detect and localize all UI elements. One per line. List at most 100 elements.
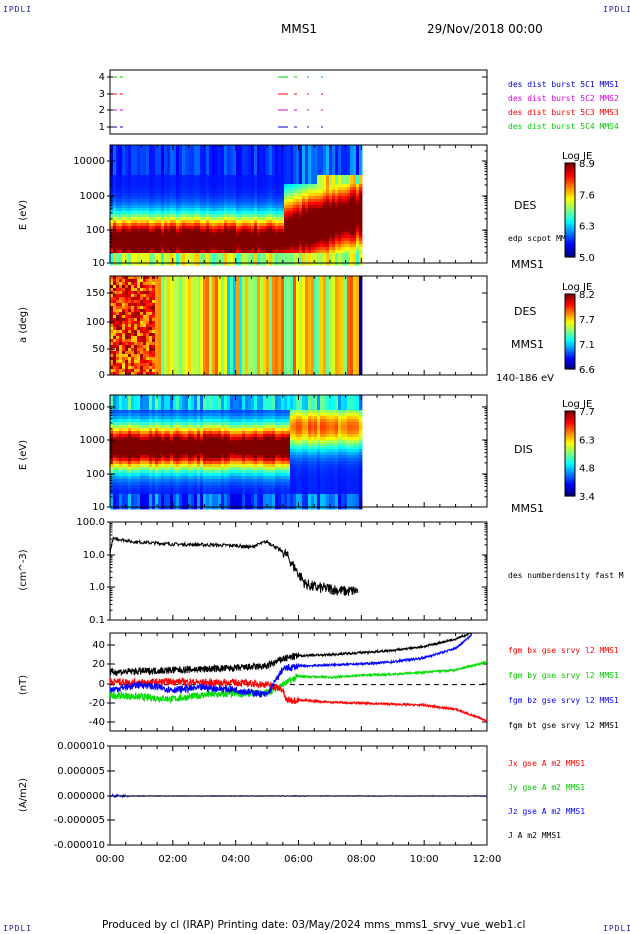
spectrogram-cell [233, 336, 237, 340]
spectrogram-cell [302, 160, 306, 164]
spectrogram-cell [290, 205, 294, 209]
spectrogram-cell [194, 336, 198, 340]
spectrogram-cell [344, 154, 348, 158]
spectrogram-cell [332, 262, 336, 266]
spectrogram-cell [191, 333, 195, 337]
spectrogram-cell [284, 226, 288, 230]
spectrogram-cell [299, 217, 303, 221]
spectrogram-cell [188, 223, 192, 227]
spectrogram-cell [197, 309, 201, 313]
spectrogram-cell [191, 181, 195, 185]
spectrogram-cell [284, 181, 288, 185]
spectrogram-cell [227, 148, 231, 152]
spectrogram-cell [218, 250, 222, 254]
spectrogram-cell [125, 318, 129, 322]
spectrogram-cell [188, 220, 192, 224]
spectrogram-cell [197, 363, 201, 367]
spectrogram-cell [260, 175, 264, 179]
spectrogram-cell [266, 229, 270, 233]
spectrogram-cell [269, 154, 273, 158]
spectrogram-cell [248, 193, 252, 197]
spectrogram-cell [359, 163, 363, 167]
spectrogram-cell [173, 318, 177, 322]
spectrogram-cell [284, 193, 288, 197]
spectrogram-cell [173, 190, 177, 194]
spectrogram-cell [353, 226, 357, 230]
spectrogram-cell [116, 187, 120, 191]
spectrogram-cell [299, 226, 303, 230]
spectrogram-cell [212, 244, 216, 248]
spectrogram-cell [260, 163, 264, 167]
spectrogram-cell [209, 354, 213, 358]
spectrogram-cell [113, 312, 117, 316]
spectrogram-cell [272, 253, 276, 257]
spectrogram-cell [188, 291, 192, 295]
spectrogram-cell [221, 202, 225, 206]
spectrogram-cell [230, 354, 234, 358]
spectrogram-cell [185, 205, 189, 209]
spectrogram-cell [257, 223, 261, 227]
spectrogram-cell [248, 208, 252, 212]
spectrogram-cell [320, 151, 324, 155]
spectrogram-cell [215, 157, 219, 161]
spectrogram-cell [233, 309, 237, 313]
spectrogram-cell [224, 205, 228, 209]
spectrogram-cell [224, 238, 228, 242]
spectrogram-cell [134, 262, 138, 266]
spectrogram-cell [269, 184, 273, 188]
spectrogram-cell [293, 229, 297, 233]
spectrogram-cell [332, 181, 336, 185]
spectrogram-cell [356, 151, 360, 155]
spectrogram-cell [182, 157, 186, 161]
spectrogram-cell [122, 327, 126, 331]
spectrogram-cell [122, 250, 126, 254]
spectrogram-cell [311, 226, 315, 230]
spectrogram-cell [215, 205, 219, 209]
spectrogram-cell [209, 145, 213, 149]
spectrogram-cell [137, 259, 141, 263]
spectrogram-cell [260, 148, 264, 152]
spectrogram-cell [287, 253, 291, 257]
spectrogram-cell [236, 342, 240, 346]
spectrogram-cell [236, 300, 240, 304]
spectrogram-cell [227, 276, 231, 280]
spectrogram-cell [296, 256, 300, 260]
spectrogram-cell [167, 208, 171, 212]
spectrogram-cell [176, 297, 180, 301]
spectrogram-cell [158, 336, 162, 340]
spectrogram-cell [290, 199, 294, 203]
spectrogram-cell [158, 315, 162, 319]
spectrogram-cell [161, 315, 165, 319]
spectrogram-cell [275, 199, 279, 203]
spectrogram-cell [215, 247, 219, 251]
spectrogram-cell [164, 342, 168, 346]
spectrogram-cell [299, 190, 303, 194]
spectrogram-cell [284, 211, 288, 215]
spectrogram-cell [236, 184, 240, 188]
spectrogram-cell [191, 360, 195, 364]
spectrogram-cell [131, 351, 135, 355]
spectrogram-cell [170, 208, 174, 212]
spectrogram-cell [194, 166, 198, 170]
spectrogram-cell [137, 235, 141, 239]
spectrogram-cell [251, 256, 255, 260]
spectrogram-cell [200, 178, 204, 182]
spectrogram-cell [125, 235, 129, 239]
spectrogram-cell [131, 154, 135, 158]
spectrogram-cell [158, 318, 162, 322]
spectrogram-cell [308, 184, 312, 188]
spectrogram-cell [353, 238, 357, 242]
spectrogram-cell [170, 184, 174, 188]
spectrogram-cell [206, 333, 210, 337]
spectrogram-cell [167, 172, 171, 176]
spectrogram-cell [227, 250, 231, 254]
spectrogram-cell [143, 157, 147, 161]
spectrogram-cell [299, 223, 303, 227]
spectrogram-cell [293, 214, 297, 218]
spectrogram-cell [170, 178, 174, 182]
spectrogram-cell [353, 166, 357, 170]
spectrogram-cell [173, 357, 177, 361]
spectrogram-cell [209, 330, 213, 334]
spectrogram-cell [233, 163, 237, 167]
spectrogram-cell [272, 151, 276, 155]
